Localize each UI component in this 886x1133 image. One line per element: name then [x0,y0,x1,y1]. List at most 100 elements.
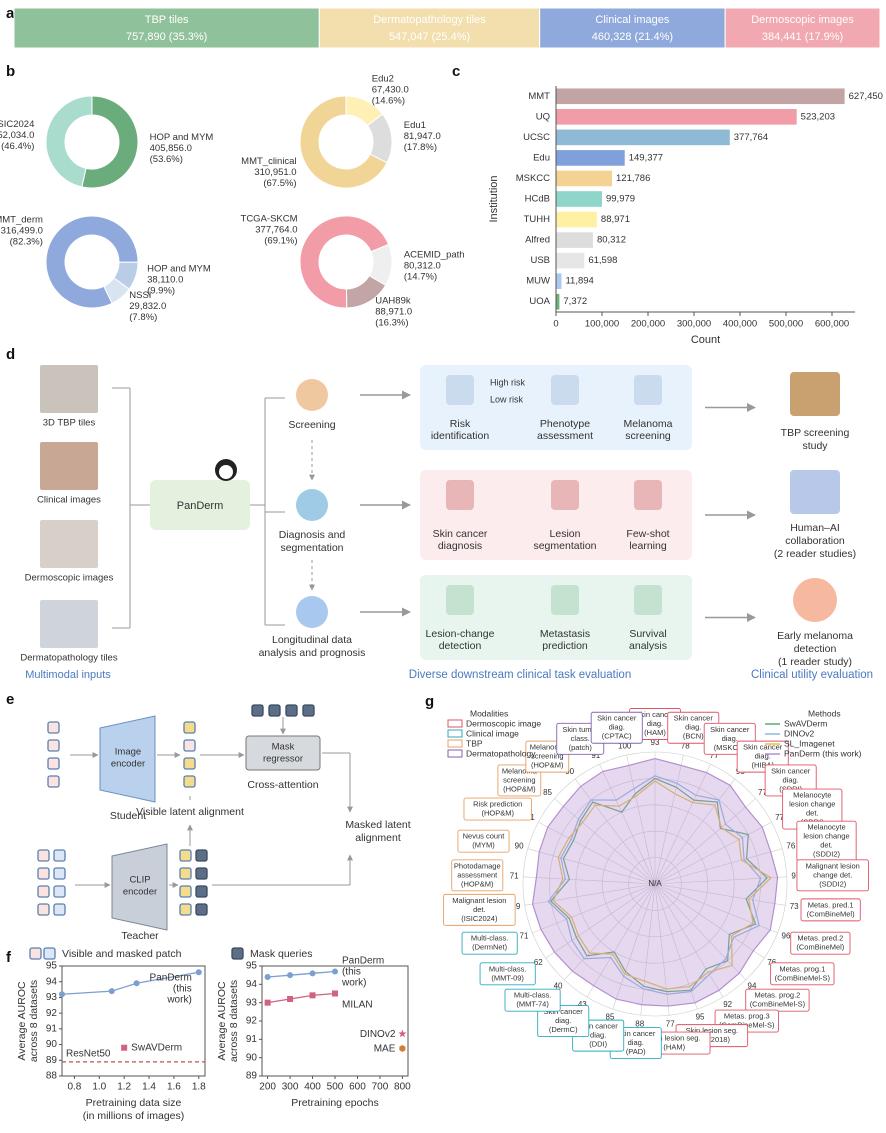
series-label: PanDerm (this work) [150,972,192,1005]
patch [302,704,315,717]
y-tick-label: 93 [46,992,58,1003]
legend-label: Dermatopathology [466,748,536,758]
x-tick-label: 1.8 [192,1082,206,1093]
reference-label: ResNet50 [66,1048,111,1059]
axis-label-box [451,859,504,892]
radar-spoke [654,798,756,885]
patch [47,721,60,734]
y-tick-label: TUHH [524,214,551,225]
axis-max-label: 43 [578,1000,587,1009]
marker [287,996,294,1002]
axis-max-label: 99 [511,902,520,911]
legend-title: Methods [808,708,841,718]
task-row [420,575,692,660]
item-label: Skin cancer [433,528,488,540]
legend-label: DINOv2 [784,728,815,738]
caption: Multimodal inputs [25,669,111,681]
y-axis-label: Institution [488,175,500,222]
slice-label: MMT_derm [0,215,43,226]
x-tick-label: 100,000 [585,319,619,330]
outcome-label: detection [794,643,837,655]
item-label: Few-shot [626,528,669,540]
radar-spoke [654,821,772,885]
bar [556,191,602,207]
label: Masked latent [345,819,410,831]
axis-label: Metas. pred.2 (ComBineMel) [796,934,844,952]
y-axis-label: across 8 datasets [228,980,240,1062]
axis-label-box [537,1005,590,1038]
panel-label: c [452,63,460,80]
y-tick-label: 95 [246,961,258,972]
value-label: 61,598 [588,255,617,266]
axis-label: Melanoma screening (HOP&M) [530,743,566,770]
axis-label: Skin cancer diag. (DDI) [579,1022,619,1049]
slice-label: ACEMID_path [404,250,465,261]
regressor [245,735,321,771]
patch [179,849,192,862]
slice-label: UAH89k [375,296,411,307]
y-tick-label: UCSC [523,132,550,143]
axis-label-box [457,829,510,853]
value-label: 310,951.0 [254,167,296,178]
donut-slice [45,215,139,309]
marker [309,992,316,999]
slice-label: HOP and MYM [150,132,214,143]
regressor-label: regressor [263,754,303,765]
axis-label: Metas. prog.1 (ComBineMel-S) [775,964,831,982]
axis-label: Malignant lesion change det. (SDDI2) [806,861,860,888]
input-label: Dermatopathology tiles [20,653,117,664]
outcome-label: Human–AI [790,522,840,534]
series-line [267,970,336,978]
panel-label: d [6,346,15,363]
marker [195,969,202,976]
patch [37,903,50,916]
value-label: 405,856.0 [150,143,192,154]
item-label: screening [625,430,671,442]
axis-label: Risk prediction (HOP&M) [473,800,522,818]
axis-label: Melanocyte lesion change det. (SDDI2) [803,823,849,859]
marker [398,1029,407,1038]
item-label: prediction [542,640,588,652]
item-label: Phenotype [540,418,590,430]
axis-label-box [443,893,516,926]
encoder-label: Image [115,747,141,758]
axis-label: Metas. prog.2 (ComBineMel-S) [750,991,806,1009]
caption: Diverse downstream clinical task evaluat… [409,669,631,681]
item-icon [446,585,474,615]
axis-label-box [736,740,789,773]
x-tick-label: 500 [327,1082,344,1093]
percent-label: (16.3%) [375,318,408,329]
patch [183,775,196,788]
radar-spoke [538,821,656,885]
patch [251,704,264,717]
axis-label-box [497,764,542,797]
y-tick-label: 95 [46,961,58,972]
task-icon [296,596,328,628]
label: alignment [355,832,401,844]
legend-label: Dermoscopic image [466,718,541,728]
radar-spoke [654,883,746,981]
percent-label: (14.7%) [404,272,437,283]
patch [183,721,196,734]
value-label: 352,034.0 [0,130,34,141]
bar [556,273,562,289]
radar-spoke [626,755,656,885]
axis-max-label: 77 [666,1019,675,1028]
y-tick-label: UQ [536,111,550,122]
series-line [267,992,336,1004]
patch [285,704,298,717]
model-box [150,480,250,530]
y-tick-label: 89 [46,1055,58,1066]
item-label: detection [439,640,482,652]
axis-label: Skin tumor class. (patch) [562,725,598,752]
legend-swatch [447,749,463,758]
item-label: analysis [629,640,667,652]
axis-max-label: 62 [534,958,543,967]
input-image [40,365,98,413]
axis-max-label: 91 [591,751,600,760]
y-tick-label: 94 [246,979,258,990]
task-icon [296,489,328,521]
radar-spoke [654,764,711,885]
y-tick-label: 90 [46,1039,58,1050]
axis-label: Photodamage assessment (HOP&M) [454,861,501,888]
